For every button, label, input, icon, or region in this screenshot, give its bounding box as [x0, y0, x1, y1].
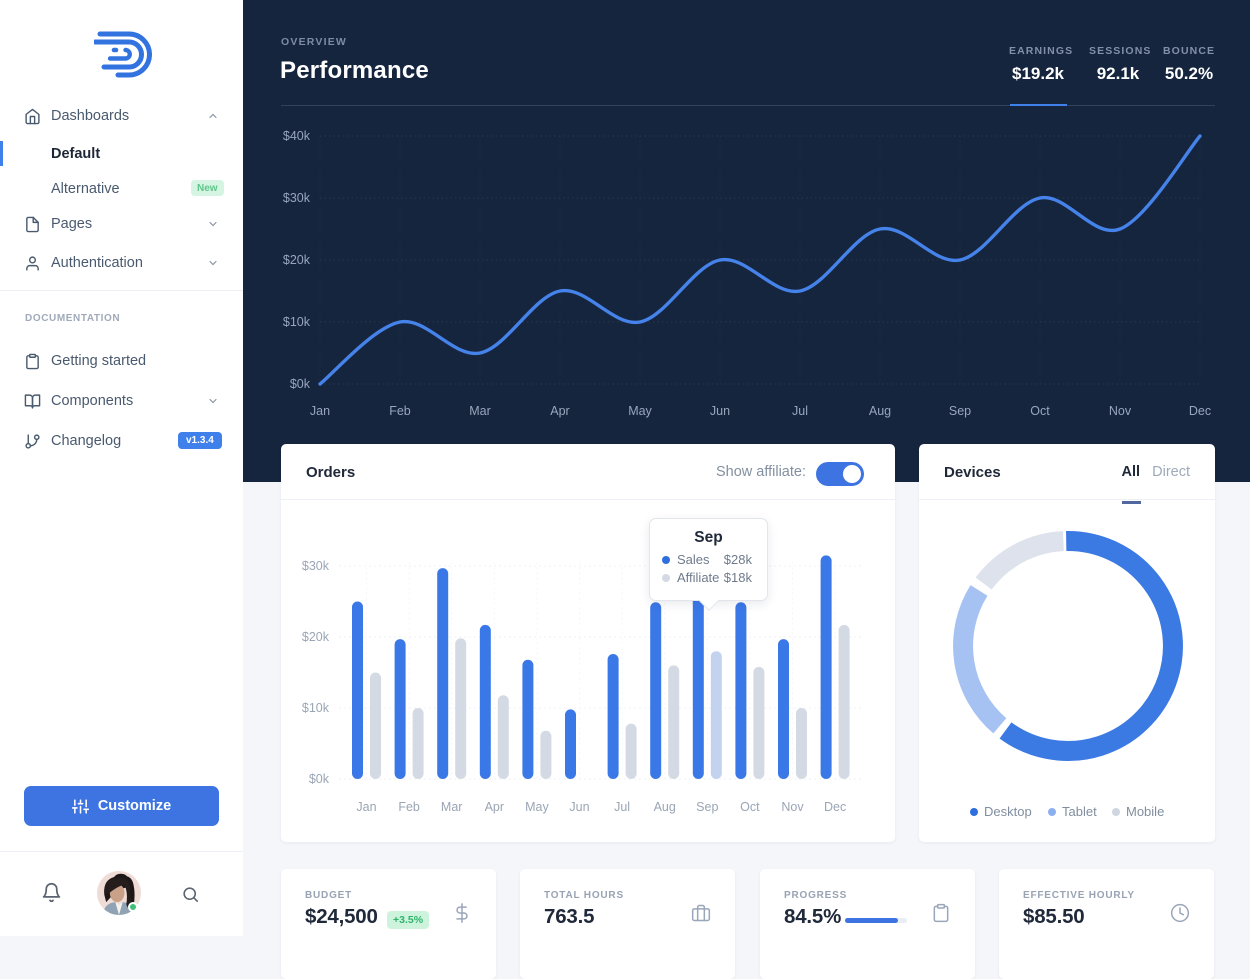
svg-text:Sep: Sep [949, 404, 971, 418]
svg-text:Apr: Apr [550, 404, 569, 418]
svg-text:Aug: Aug [869, 404, 891, 418]
svg-text:$30k: $30k [302, 559, 330, 573]
svg-text:May: May [525, 800, 549, 814]
svg-text:$30k: $30k [283, 191, 311, 205]
svg-text:Nov: Nov [781, 800, 804, 814]
svg-text:Jan: Jan [356, 800, 376, 814]
svg-text:Nov: Nov [1109, 404, 1132, 418]
svg-text:Feb: Feb [398, 800, 420, 814]
svg-text:Sep: Sep [696, 800, 718, 814]
svg-text:$20k: $20k [283, 253, 311, 267]
svg-text:$20k: $20k [302, 630, 330, 644]
svg-text:Oct: Oct [740, 800, 760, 814]
svg-text:Jun: Jun [710, 404, 730, 418]
svg-text:$10k: $10k [283, 315, 311, 329]
svg-text:$10k: $10k [302, 701, 330, 715]
svg-text:$0k: $0k [290, 377, 311, 391]
svg-text:Jul: Jul [614, 800, 630, 814]
svg-text:$0k: $0k [309, 772, 330, 786]
svg-text:Feb: Feb [389, 404, 411, 418]
svg-text:Apr: Apr [485, 800, 504, 814]
svg-text:Jun: Jun [569, 800, 589, 814]
svg-text:Dec: Dec [1189, 404, 1211, 418]
svg-text:Aug: Aug [654, 800, 676, 814]
svg-text:Mar: Mar [441, 800, 463, 814]
svg-text:Jan: Jan [310, 404, 330, 418]
svg-text:May: May [628, 404, 652, 418]
svg-text:Oct: Oct [1030, 404, 1050, 418]
svg-text:$40k: $40k [283, 129, 311, 143]
svg-text:Jul: Jul [792, 404, 808, 418]
svg-text:Dec: Dec [824, 800, 846, 814]
svg-text:Mar: Mar [469, 404, 491, 418]
